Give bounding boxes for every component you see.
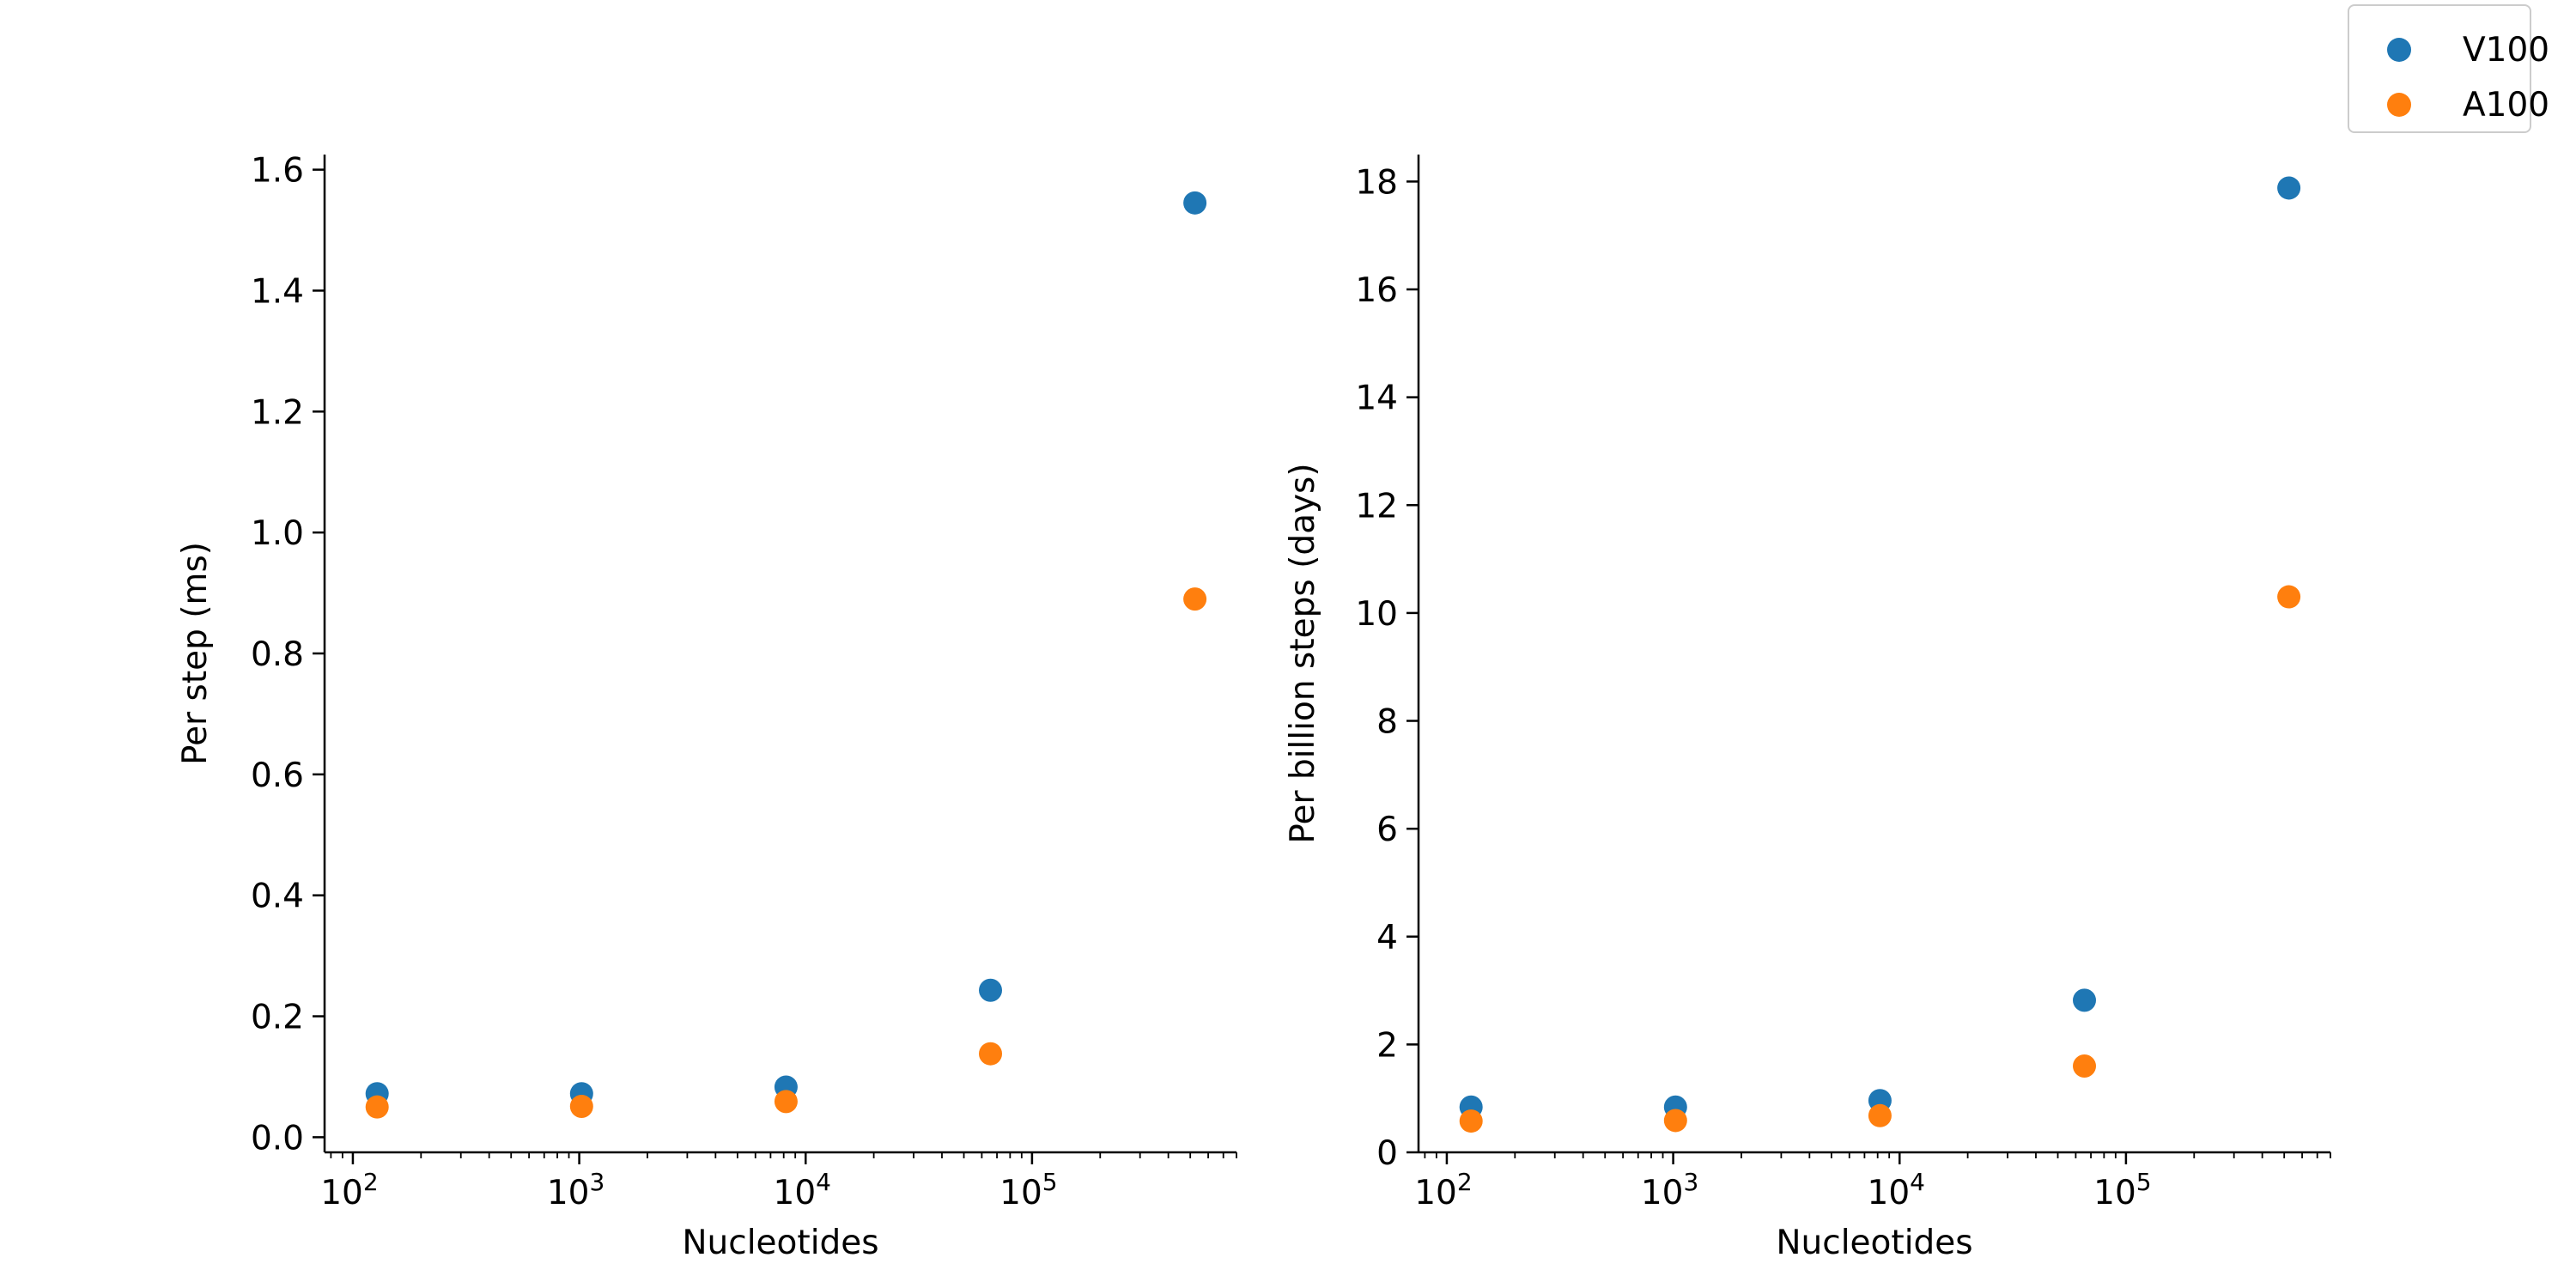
point-v100 xyxy=(979,978,1003,1002)
x-tick-label: 104 xyxy=(774,1168,831,1212)
y-tick-label: 0.8 xyxy=(251,635,304,674)
y-tick-label: 6 xyxy=(1376,811,1398,849)
y-axis-label: Per step (ms) xyxy=(176,542,215,765)
point-a100 xyxy=(569,1094,593,1118)
y-tick-label: 1.4 xyxy=(251,272,304,311)
y-tick-label: 2 xyxy=(1376,1026,1398,1065)
x-tick-label: 102 xyxy=(320,1168,378,1212)
legend-marker-v100 xyxy=(2387,38,2411,62)
x-tick-label: 102 xyxy=(1414,1168,1472,1212)
point-a100 xyxy=(1183,587,1207,611)
point-a100 xyxy=(979,1042,1003,1066)
point-a100 xyxy=(2277,585,2301,609)
point-a100 xyxy=(1663,1109,1687,1133)
y-tick-label: 0.0 xyxy=(251,1119,304,1157)
point-a100 xyxy=(774,1090,798,1114)
point-a100 xyxy=(1459,1109,1483,1133)
x-tick-label: 105 xyxy=(999,1168,1057,1212)
x-tick-label: 104 xyxy=(1868,1168,1925,1212)
y-tick-label: 1.0 xyxy=(251,514,304,553)
y-tick-label: 18 xyxy=(1355,163,1398,202)
point-a100 xyxy=(1868,1103,1892,1127)
y-tick-label: 1.6 xyxy=(251,152,304,191)
y-tick-label: 0 xyxy=(1376,1134,1398,1173)
right-chart: 0 2 4 6 8 10 12 14 16 18 102 103 104 105 Nucleotides Pe… xyxy=(1284,155,2331,1262)
y-tick-label: 0.2 xyxy=(251,999,304,1037)
x-tick-label: 103 xyxy=(1641,1168,1698,1212)
x-tick-label: 105 xyxy=(2093,1168,2151,1212)
legend-label-a100: A100 xyxy=(2463,86,2549,125)
y-tick-label: 0.4 xyxy=(251,878,304,916)
point-v100 xyxy=(1183,191,1207,215)
y-tick-label: 12 xyxy=(1355,487,1398,526)
y-tick-label: 14 xyxy=(1355,380,1398,418)
point-v100 xyxy=(2073,988,2097,1012)
y-tick-label: 16 xyxy=(1355,271,1398,310)
legend-marker-a100 xyxy=(2387,93,2411,117)
legend: V100 A100 xyxy=(2348,4,2549,133)
x-axis-label: Nucleotides xyxy=(682,1224,878,1262)
left-chart: 0.0 0.2 0.4 0.6 0.8 1.0 1.2 1.4 1.6 102 103 104 105 N… xyxy=(176,152,1237,1262)
y-tick-label: 0.6 xyxy=(251,756,304,795)
x-tick-label: 103 xyxy=(547,1168,605,1212)
x-axis-label: Nucleotides xyxy=(1776,1224,1972,1262)
point-v100 xyxy=(2277,176,2301,200)
point-a100 xyxy=(2073,1054,2097,1078)
y-axis-label: Per billion steps (days) xyxy=(1284,463,1322,843)
y-tick-label: 1.2 xyxy=(251,393,304,432)
point-a100 xyxy=(365,1095,389,1119)
y-tick-label: 4 xyxy=(1376,919,1398,957)
y-tick-label: 8 xyxy=(1376,703,1398,742)
legend-label-v100: V100 xyxy=(2463,31,2549,70)
y-tick-label: 10 xyxy=(1355,595,1398,634)
